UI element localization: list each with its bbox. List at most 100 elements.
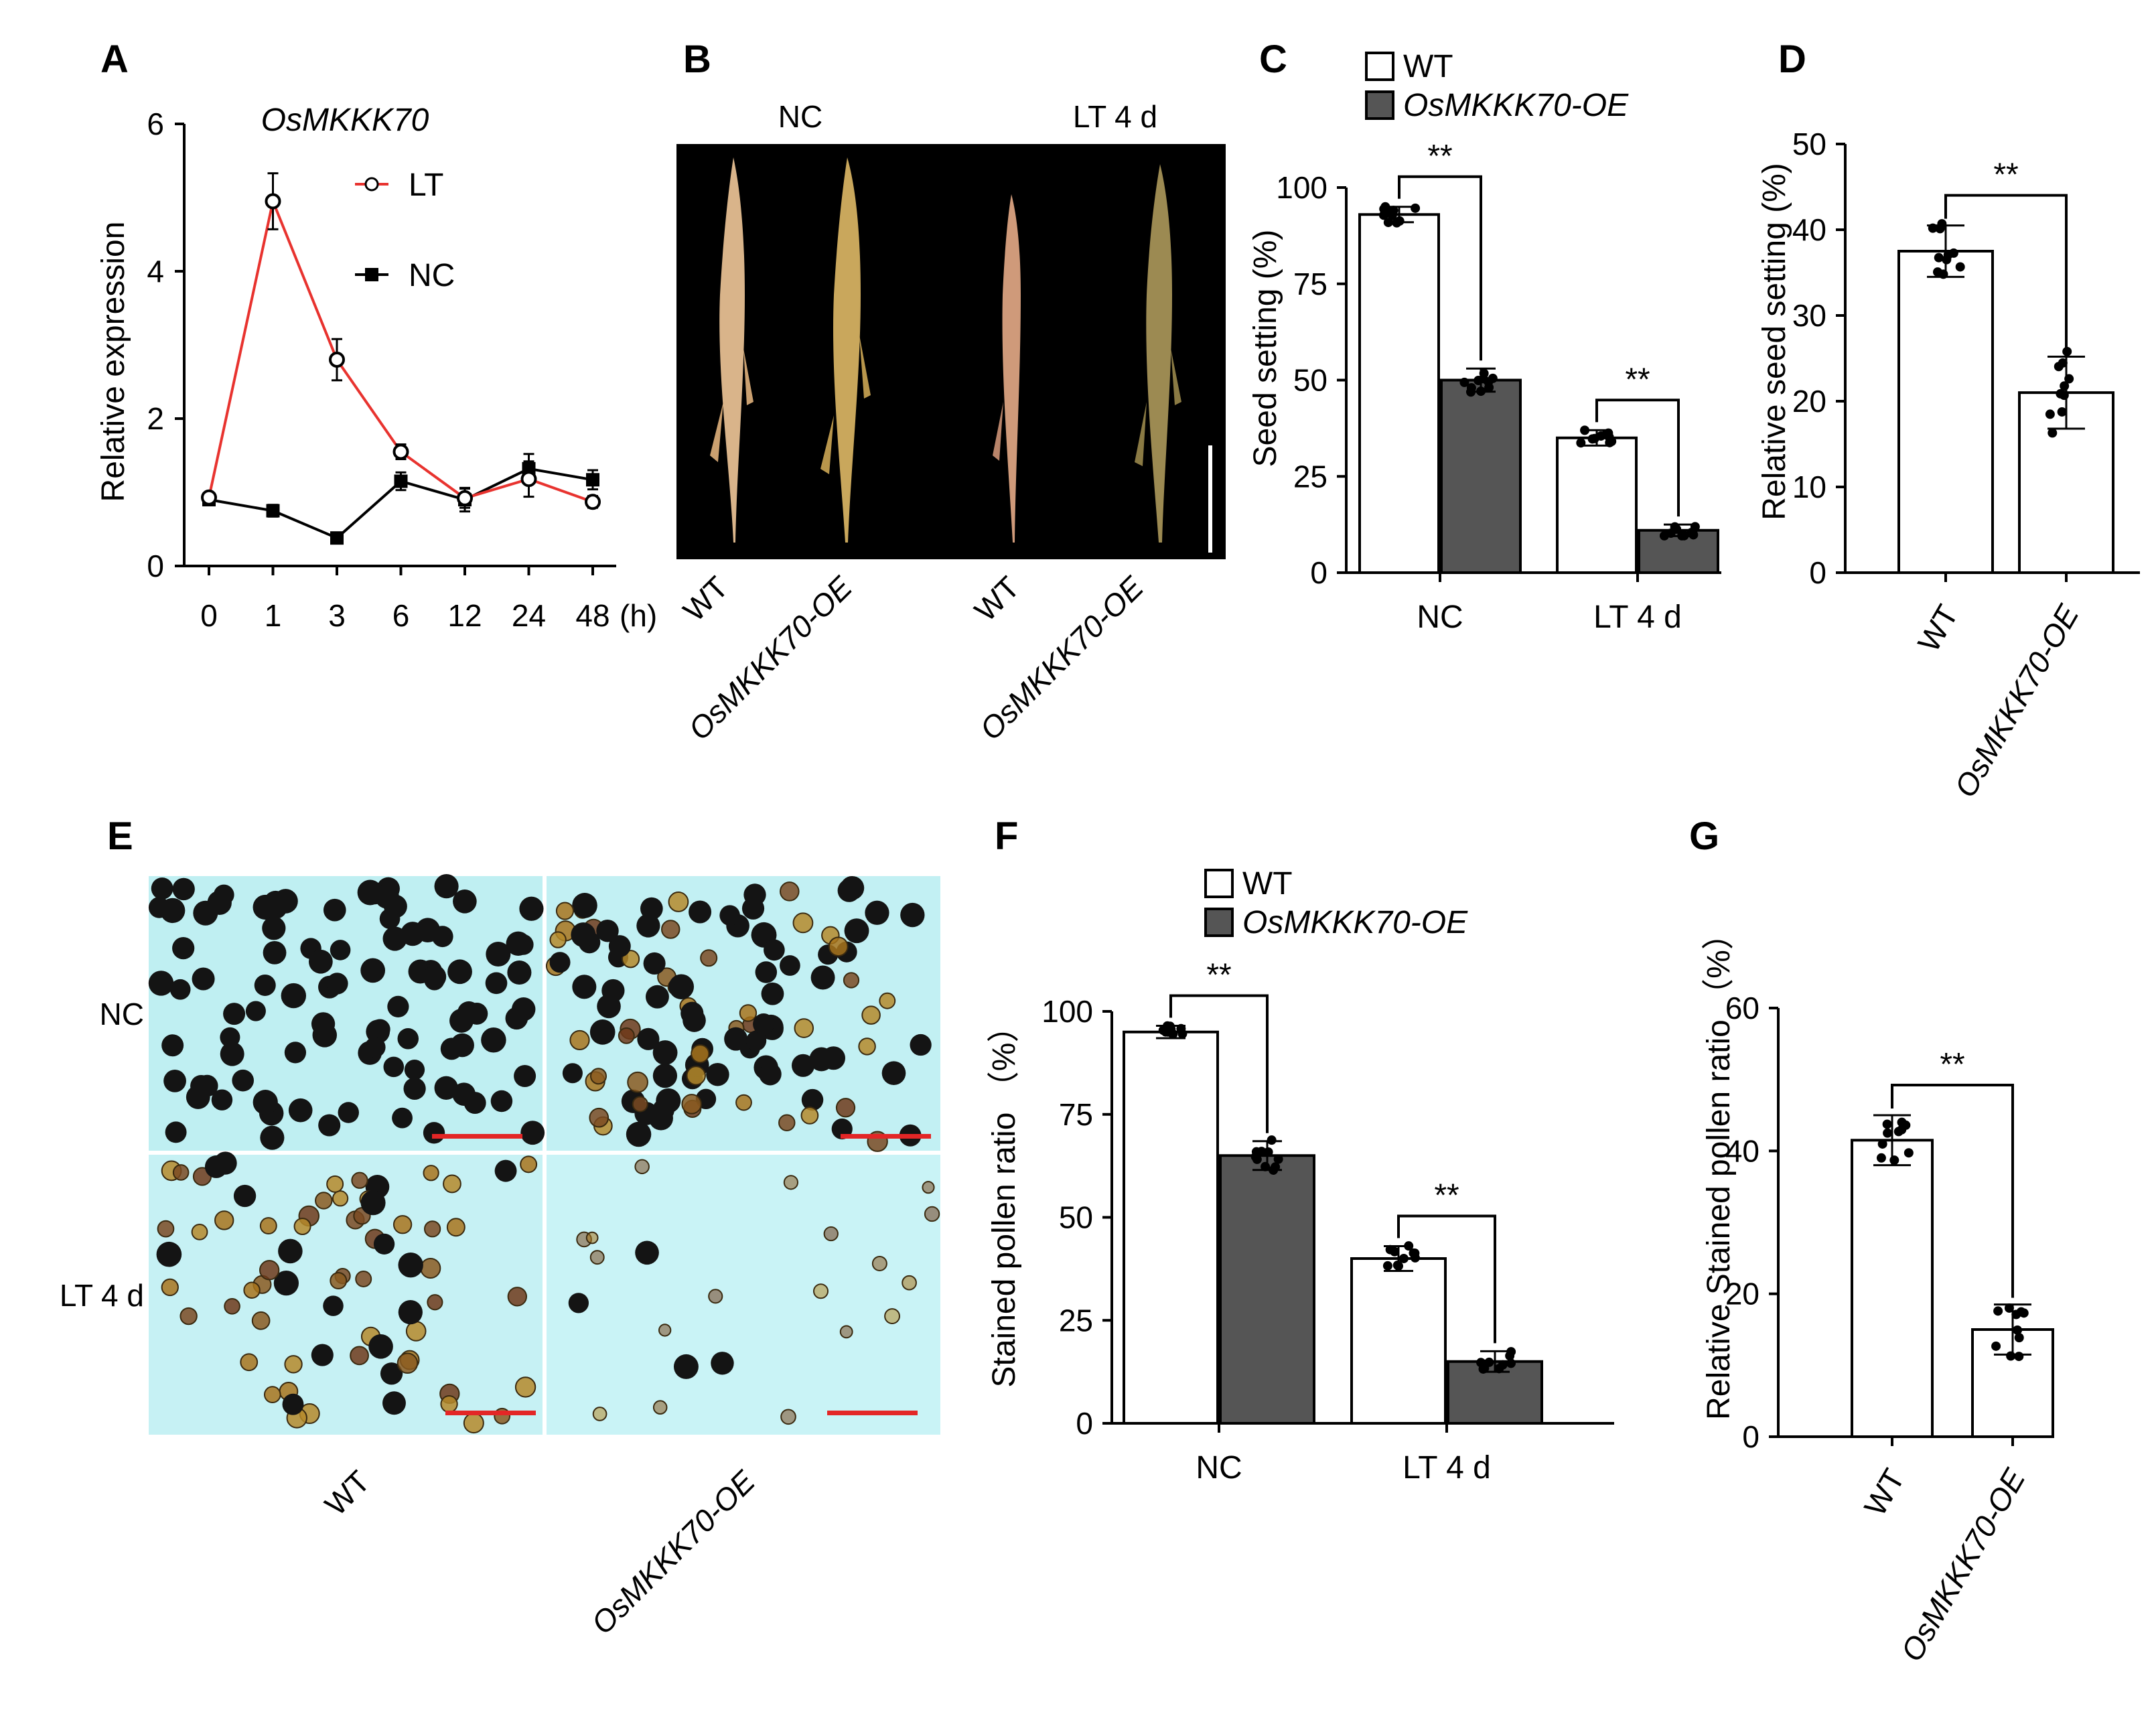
chart-g-datapoint <box>2019 1308 2029 1318</box>
pollen-grain-stained <box>323 1295 344 1316</box>
chart-g-datapoint <box>1877 1139 1887 1149</box>
pollen-grain-stained <box>711 1352 734 1375</box>
pollen-grain-stained <box>233 1184 257 1208</box>
chart-f-bar <box>1219 1154 1315 1425</box>
pollen-grain-stained <box>263 940 287 965</box>
pollen-grain-stained <box>232 1069 255 1092</box>
pollen-grain-stained <box>865 900 889 925</box>
chart-f-legend-label: WT <box>1242 866 1293 902</box>
pollen-grain-stained <box>288 1098 313 1123</box>
photo-e-col-label-oe: OsMKKK70-OE <box>585 1463 762 1640</box>
chart-a-xtick-label: 0 <box>200 598 218 633</box>
pollen-grain-stained <box>172 877 195 901</box>
pollen-grain-unstained <box>293 1217 311 1236</box>
pollen-grain-stained <box>645 985 669 1009</box>
chart-f-ytick-label: 50 <box>1059 1200 1093 1235</box>
chart-a-point-nc <box>394 474 408 488</box>
chart-f-legend-swatch <box>1204 869 1234 898</box>
chart-c-significance-bracket <box>1398 175 1482 361</box>
pollen-grain-unstained <box>224 1297 240 1315</box>
chart-c-datapoint <box>1679 530 1689 541</box>
pollen-grain-stained <box>260 1125 285 1150</box>
pollen-grain-unstained <box>423 1165 439 1182</box>
pollen-grain-stained <box>485 972 508 995</box>
chart-g-datapoint <box>1883 1128 1893 1138</box>
chart-g-datapoint <box>1882 1119 1892 1129</box>
pollen-grain-unstained <box>783 1175 799 1190</box>
pollen-grain-unstained <box>778 1114 796 1131</box>
pollen-grain-unstained <box>243 1281 261 1299</box>
pollen-grain-stained <box>507 960 532 985</box>
panicle-wt-nc <box>710 157 753 543</box>
chart-f-ytick-label: 100 <box>1041 994 1093 1029</box>
pollen-grain-stained <box>403 1077 426 1100</box>
scale-bar <box>1208 445 1212 553</box>
chart-c-ylabel: Seed setting (%) <box>1248 230 1283 468</box>
pollen-grain-stained <box>780 955 800 976</box>
chart-f-datapoint <box>1269 1165 1279 1175</box>
pollen-grain-unstained <box>514 1376 536 1398</box>
pollen-grain-stained <box>318 1114 341 1137</box>
pollen-grain-stained <box>220 1042 244 1066</box>
chart-g-bar <box>1851 1139 1934 1439</box>
pollen-grain-unstained <box>835 1098 856 1118</box>
chart-d: Relative seed setting (%) 0 10 20 30 40 50 WTO… <box>1757 127 2140 803</box>
pollen-grain-stained <box>382 926 407 951</box>
pollen-grain-stained <box>423 965 447 989</box>
chart-c-ytick-label: 75 <box>1293 267 1327 301</box>
pollen-grain-unstained <box>350 1346 369 1366</box>
pollen-grain-unstained <box>902 1275 917 1291</box>
chart-d-datapoint <box>2045 409 2055 419</box>
pollen-grain-unstained <box>355 1270 372 1287</box>
pollen-grain-stained <box>156 1241 182 1267</box>
chart-d-datapoint <box>2047 428 2058 438</box>
pollen-grain-unstained <box>446 1218 465 1237</box>
chart-g-datapoint <box>1897 1117 1907 1127</box>
pollen-grain-stained <box>637 1027 660 1050</box>
chart-d-ytick-label: 10 <box>1792 470 1826 504</box>
photo-b-top-label-nc: NC <box>778 99 822 134</box>
pollen-grain-stained <box>431 926 453 948</box>
pollen-grain-unstained <box>549 931 567 948</box>
panel-label-c: C <box>1259 38 1287 81</box>
pollen-grain-unstained <box>812 1283 829 1299</box>
pollen-grain-stained <box>572 893 597 918</box>
chart-c-datapoint <box>1604 432 1614 442</box>
panicle-photo-background <box>676 144 1226 559</box>
pollen-grain-stained <box>151 877 173 900</box>
pollen-grain-stained <box>743 883 766 906</box>
pollen-grain-unstained <box>172 1164 190 1181</box>
pollen-grain-unstained <box>440 1395 458 1413</box>
panicle-oe-nc <box>820 157 871 543</box>
pollen-grain-stained <box>900 902 925 928</box>
chart-f-datapoint <box>1382 1261 1392 1271</box>
pollen-grain-unstained <box>794 1018 814 1038</box>
chart-f-datapoint <box>1409 1248 1419 1258</box>
pollen-grain-stained <box>253 1090 278 1115</box>
chart-d-datapoint <box>1955 262 1965 272</box>
pollen-grain-unstained <box>618 1027 635 1044</box>
pollen-grain-unstained <box>700 949 718 967</box>
pollen-grain-stained <box>840 875 865 900</box>
chart-a-point-nc <box>586 473 599 487</box>
pollen-grain-stained <box>398 1300 423 1325</box>
pollen-grain-unstained <box>780 1409 796 1425</box>
chart-d-datapoint <box>1928 223 1938 233</box>
chart-a-xtick-label: 1 <box>265 598 282 633</box>
pollen-grain-unstained <box>263 1386 281 1403</box>
chart-f-significance-bracket <box>1169 994 1269 1133</box>
panel-label-b: B <box>683 38 711 81</box>
pollen-grain-unstained <box>658 1324 672 1337</box>
photo-e-row-label-lt: LT 4 d <box>60 1278 144 1313</box>
pollen-grain-stained <box>379 908 401 930</box>
pollen-grain-stained <box>643 952 666 975</box>
pollen-grain-unstained <box>884 1308 900 1325</box>
pollen-grain-stained <box>447 959 472 985</box>
chart-c-datapoint <box>1686 528 1697 538</box>
chart-d-ytick-label: 50 <box>1792 127 1826 161</box>
pollen-grain-stained <box>764 939 785 961</box>
chart-g-datapoint <box>1889 1155 1899 1165</box>
chart-d-datapoint <box>2057 407 2067 417</box>
chart-c-bar <box>1556 436 1638 574</box>
